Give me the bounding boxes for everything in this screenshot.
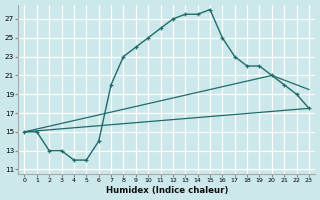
X-axis label: Humidex (Indice chaleur): Humidex (Indice chaleur) — [106, 186, 228, 195]
